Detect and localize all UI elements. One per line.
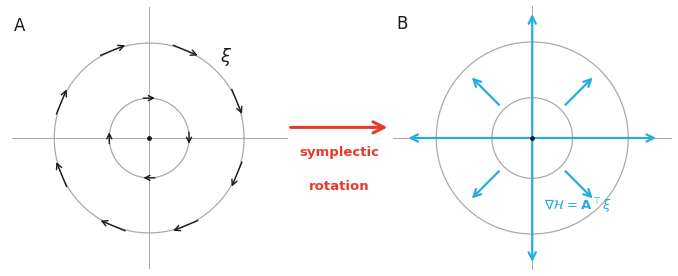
Text: symplectic: symplectic [299,146,379,159]
Text: ξ: ξ [220,48,231,66]
Text: B: B [396,15,407,33]
Text: rotation: rotation [308,181,370,193]
Text: $\nabla\mathcal{H} = \mathbf{A}^\top\xi$: $\nabla\mathcal{H} = \mathbf{A}^\top\xi$ [544,196,612,214]
Text: A: A [14,17,26,34]
